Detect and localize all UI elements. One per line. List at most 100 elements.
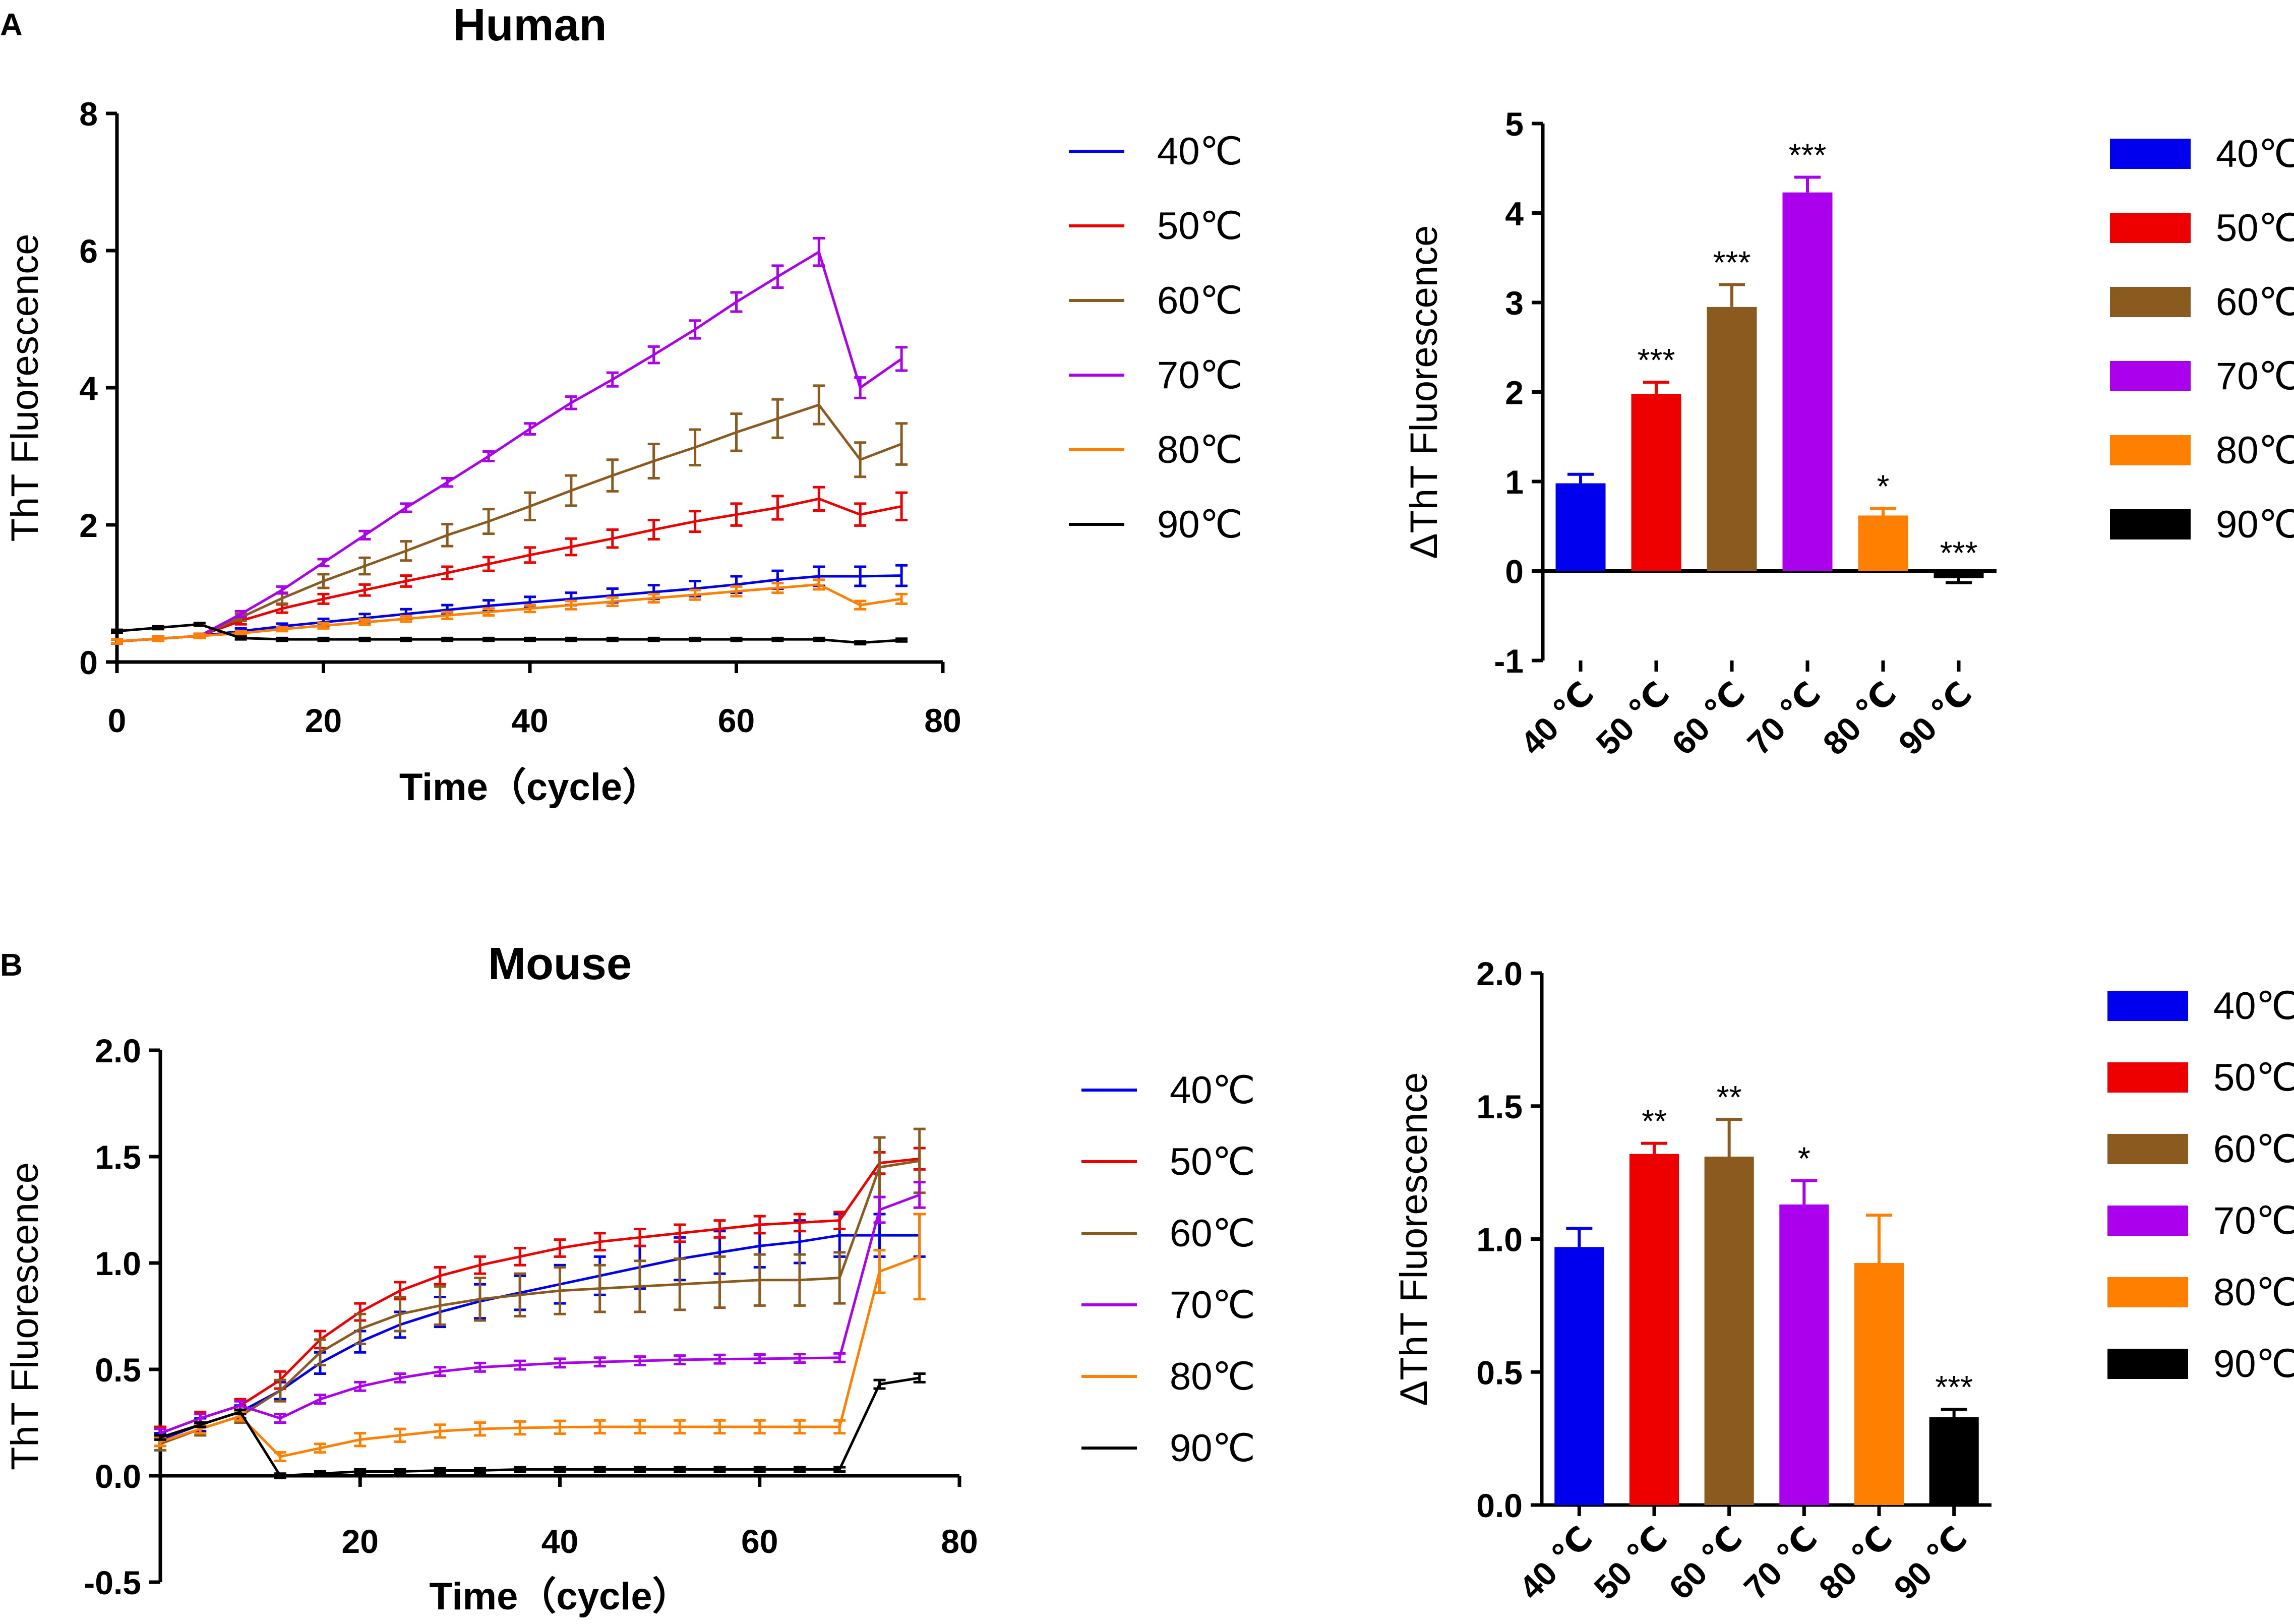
legend-label: 70℃ [1157,354,1243,397]
legend-label: 80℃ [2216,429,2294,472]
bar [1929,1417,1979,1505]
y-axis-label: ΔThT Fluorescence [1393,1072,1435,1406]
series-line [160,1234,920,1441]
y-tick-label: 0.0 [1476,1487,1523,1524]
legend-label: 70℃ [2216,355,2294,398]
series-50℃ [154,1147,926,1441]
y-tick-label: 0.5 [1476,1354,1523,1391]
bar [1934,571,1984,578]
panel-label-a: A [0,8,23,42]
x-tick-label: 80 ℃ [1816,675,1903,762]
error-bar [1791,1179,1818,1205]
bar [1704,1156,1754,1505]
panel-label-b: B [0,948,23,983]
x-tick-label: 60 [718,702,755,739]
bar [1858,515,1908,571]
series-70℃ [154,1181,926,1439]
y-tick-label: 0 [1505,553,1524,590]
legend-label: 50℃ [2216,207,2294,250]
significance-label: *** [1940,535,1978,571]
series-line [116,574,902,643]
legend-swatch [2107,1277,2188,1307]
y-tick-label: 2 [79,507,98,544]
series-line [116,250,902,643]
legend-swatch [2110,287,2191,317]
bar [1555,483,1606,571]
y-axis-label: ΔThT Fluorescence [1403,225,1445,559]
bar [1854,1262,1904,1505]
legend-label: 40℃ [1157,130,1243,173]
significance-label: ** [1642,1103,1667,1139]
legend-label: 40℃ [1170,1069,1255,1112]
x-tick-label: 60 [741,1523,778,1560]
legend-label: 90℃ [2216,503,2294,546]
legend-label: 60℃ [2216,281,2294,324]
error-bar [1941,1408,1967,1417]
bar [1629,1154,1679,1505]
y-tick-label: 1 [1505,463,1524,501]
legend-label: 60℃ [1157,279,1243,322]
significance-label: *** [1713,245,1751,281]
y-tick-label: 2 [1505,374,1524,411]
legend-label: 90℃ [1170,1427,1255,1470]
error-bar [1716,1118,1742,1157]
legend-label: 40℃ [2213,985,2294,1028]
error-bar [1566,1227,1593,1247]
legend-label: 90℃ [1157,503,1243,546]
y-tick-label: 0.0 [95,1458,141,1495]
y-tick-label: 1.5 [95,1138,141,1176]
bar [1631,394,1681,571]
y-tick-label: 0 [79,644,98,681]
x-axis-label: Time（cycle） [399,766,660,809]
significance-label: ** [1717,1079,1742,1115]
series-90℃ [111,621,908,646]
x-tick-label: 70 ℃ [1737,1519,1825,1607]
x-tick-label: 90 ℃ [1891,675,1979,762]
chart-title: Human [453,0,607,50]
x-tick-label: 80 [941,1523,978,1560]
y-axis-label: ThT Fluorescence [4,233,46,542]
series-line [116,403,902,643]
human-bar-chart: -1 0 1 2 3 4 5 ΔThT Fluorescence 40 ℃ *** 50 ℃ *** 6… [1403,105,2294,762]
y-tick-label: -1 [1494,642,1524,680]
y-tick-label: 5 [1505,105,1524,143]
legend-label: 60℃ [2213,1128,2294,1171]
x-axis-label: Time（cycle） [429,1575,690,1618]
x-tick-label: 80 ℃ [1812,1519,1899,1607]
error-bar [1643,380,1669,394]
error-bar [1641,1141,1667,1154]
series-line [116,497,902,643]
legend-label: 80℃ [1170,1355,1255,1398]
series-line [160,1376,920,1477]
bar [1782,192,1833,571]
legend-label: 50℃ [2213,1056,2294,1099]
y-tick-label: 2.0 [1476,955,1523,992]
series-70℃ [111,237,908,645]
significance-label: *** [1789,137,1827,173]
legend-swatch [2110,509,2191,539]
series-line [116,623,902,644]
series-line [116,583,902,643]
x-tick-label: 40 ℃ [1512,1519,1600,1607]
legend-swatch [2107,1349,2188,1379]
series-80℃ [154,1213,926,1462]
significance-label: * [1798,1140,1810,1176]
y-tick-label: 4 [79,370,98,407]
y-tick-label: 3 [1505,284,1524,322]
series-40℃ [154,1213,926,1448]
legend-label: 40℃ [2216,133,2294,175]
legend-label: 60℃ [1170,1212,1255,1255]
mouse-line-chart: Mouse -0.5 0.0 0.5 1.0 1.5 2.0 20 40 60 80 Time（cyc… [4,939,1255,1618]
chart-title: Mouse [488,939,632,989]
legend-swatch [2110,139,2191,169]
series-80℃ [111,578,908,645]
legend-swatch [2110,435,2191,465]
legend-label: 80℃ [2213,1271,2294,1314]
y-tick-label: 8 [79,95,98,133]
y-tick-label: 6 [79,232,98,270]
significance-label: *** [1638,342,1675,378]
legend-label: 70℃ [1170,1284,1255,1327]
series-line [160,1255,920,1458]
x-tick-label: 20 [342,1523,379,1560]
